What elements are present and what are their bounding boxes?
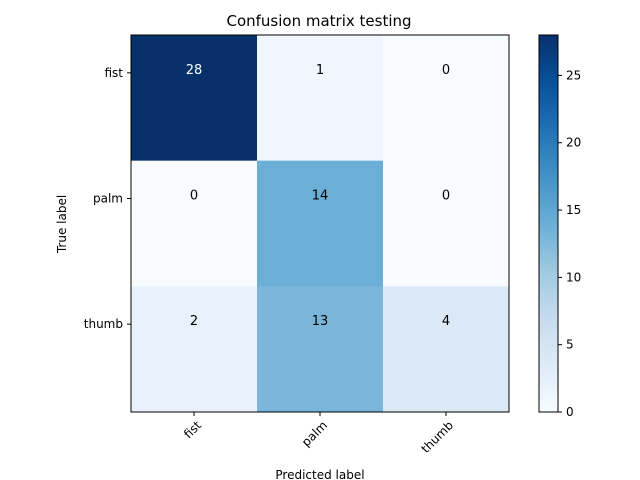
colorbar-tick-label: 20	[566, 136, 581, 150]
y-axis-label: True label	[55, 195, 69, 254]
colorbar-tick-label: 0	[566, 405, 574, 419]
heatmap-cells	[131, 35, 510, 413]
heatmap-cell	[131, 160, 258, 287]
x-tick-label: thumb	[418, 418, 456, 456]
colorbar-tick-label: 10	[566, 270, 581, 284]
heatmap-cell	[383, 35, 510, 162]
cell-value-label: 13	[312, 314, 329, 329]
x-tick-label: fist	[181, 418, 204, 441]
cell-value-label: 1	[316, 63, 324, 78]
y-tick-label: palm	[93, 192, 123, 206]
heatmap-cell	[131, 286, 258, 413]
y-axis-ticks: fist palm thumb	[84, 66, 131, 331]
heatmap-cell	[131, 35, 258, 162]
heatmap-cell	[257, 286, 384, 413]
cell-value-label: 14	[312, 189, 329, 204]
cell-value-label: 28	[186, 63, 203, 78]
cell-value-label: 2	[190, 314, 198, 329]
colorbar-tick-label: 15	[566, 203, 581, 217]
cell-value-label: 4	[442, 314, 450, 329]
x-tick-label: palm	[299, 418, 330, 449]
colorbar	[538, 34, 559, 413]
heatmap-cell	[257, 160, 384, 287]
cell-value-label: 0	[190, 189, 198, 204]
colorbar-tick-label: 5	[566, 338, 574, 352]
heatmap-cell	[383, 160, 510, 287]
heatmap-cell	[257, 35, 384, 162]
x-axis-label: Predicted label	[275, 468, 364, 480]
y-tick-label: fist	[104, 66, 123, 80]
heatmap-cell	[383, 286, 510, 413]
y-tick-label: thumb	[84, 317, 123, 331]
heatmap-cell-labels: 28 1 0 0 14 0 2 13 4	[186, 63, 450, 329]
x-axis-ticks: fist palm thumb	[181, 412, 456, 456]
cell-value-label: 0	[442, 63, 450, 78]
chart-title: Confusion matrix testing	[226, 12, 411, 30]
colorbar-ticks: 0 5 10 15 20 25	[558, 68, 581, 419]
cell-value-label: 0	[442, 189, 450, 204]
colorbar-tick-label: 25	[566, 68, 581, 82]
